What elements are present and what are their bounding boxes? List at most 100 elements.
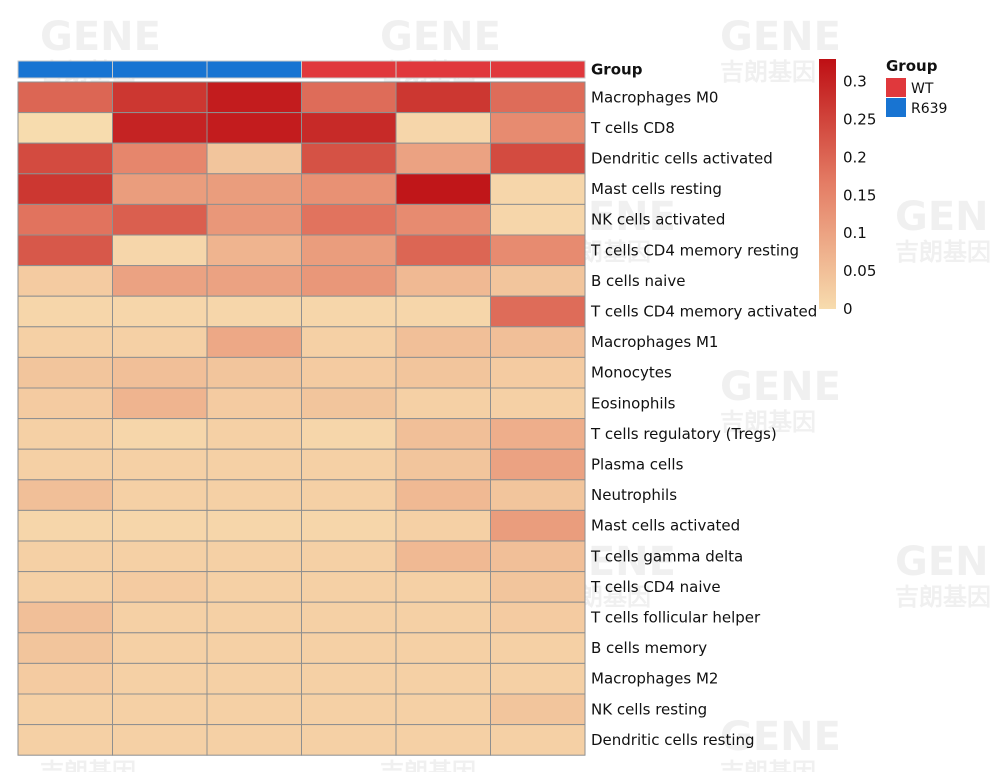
group-annotation-cell bbox=[112, 60, 208, 79]
heatmap-cell bbox=[395, 540, 491, 573]
heatmap-cell bbox=[17, 418, 113, 450]
heatmap-cell bbox=[490, 601, 586, 634]
colorbar-tick-label: 0 bbox=[843, 300, 853, 318]
heatmap-cell bbox=[395, 601, 491, 634]
heatmap-cell bbox=[206, 662, 302, 695]
legend-swatch bbox=[886, 78, 906, 97]
heatmap-cell bbox=[490, 509, 586, 542]
watermark-subtext-11: 吉朗基因 bbox=[895, 583, 990, 611]
heatmap-cell bbox=[17, 479, 113, 511]
heatmap-cell bbox=[301, 632, 397, 664]
heatmap-cell bbox=[301, 326, 397, 358]
heatmap-cell bbox=[206, 448, 302, 481]
heatmap-cell bbox=[301, 173, 397, 205]
heatmap-cell bbox=[206, 234, 302, 267]
heatmap-cell bbox=[395, 693, 491, 726]
heatmap-cell bbox=[112, 142, 208, 175]
heatmap-cell bbox=[17, 540, 113, 573]
heatmap-cell bbox=[395, 724, 491, 756]
heatmap-cell bbox=[17, 632, 113, 664]
heatmap-cell bbox=[17, 356, 113, 389]
group-annotation-label: Group bbox=[591, 61, 643, 79]
heatmap-cell bbox=[490, 693, 586, 726]
heatmap-cell bbox=[490, 81, 586, 114]
heatmap-cell bbox=[206, 571, 302, 603]
watermark-text-1: GENE bbox=[380, 14, 501, 60]
watermark-subtext-5: 吉朗基因 bbox=[895, 238, 990, 266]
heatmap-cell bbox=[17, 509, 113, 542]
heatmap-cell bbox=[112, 295, 208, 328]
watermark-text-8: GENE bbox=[720, 364, 841, 410]
heatmap-cell bbox=[490, 387, 586, 420]
colorbar-tick-label: 0.15 bbox=[843, 186, 876, 204]
watermark-subtext-8: 吉朗基因 bbox=[720, 408, 816, 436]
heatmap-cell bbox=[395, 295, 491, 328]
legend-label: WT bbox=[911, 81, 934, 97]
heatmap-cell bbox=[112, 632, 208, 664]
heatmap-cell bbox=[112, 356, 208, 389]
row-label: Macrophages M1 bbox=[591, 333, 718, 351]
heatmap-cell bbox=[17, 326, 113, 358]
heatmap-cell bbox=[301, 693, 397, 726]
group-annotation-cell bbox=[395, 60, 491, 79]
heatmap-cell bbox=[206, 356, 302, 389]
heatmap-cell bbox=[17, 203, 113, 236]
heatmap-cell bbox=[301, 479, 397, 511]
heatmap-cell bbox=[490, 234, 586, 267]
heatmap-cell bbox=[17, 724, 113, 756]
heatmap-cell bbox=[112, 693, 208, 726]
heatmap-cell bbox=[301, 112, 397, 144]
legend-swatch bbox=[886, 98, 906, 117]
heatmap-cell bbox=[395, 326, 491, 358]
row-label: NK cells resting bbox=[591, 700, 707, 718]
row-label: T cells CD4 memory resting bbox=[590, 241, 799, 259]
heatmap-cell bbox=[395, 234, 491, 267]
heatmap-cell bbox=[112, 265, 208, 297]
colorbar-tick-label: 0.2 bbox=[843, 148, 867, 166]
group-annotation-bar bbox=[17, 60, 586, 79]
heatmap-cell bbox=[112, 662, 208, 695]
heatmap-cell bbox=[206, 632, 302, 664]
heatmap-cell bbox=[301, 234, 397, 267]
watermark-subtext-2: 吉朗基因 bbox=[720, 58, 816, 86]
row-label: Eosinophils bbox=[591, 394, 676, 412]
heatmap-cell bbox=[112, 479, 208, 511]
heatmap-cell bbox=[395, 356, 491, 389]
group-legend: Group WT R639 bbox=[886, 57, 947, 117]
heatmap-cell bbox=[17, 81, 113, 114]
heatmap-cell bbox=[206, 265, 302, 297]
heatmap-cell bbox=[301, 662, 397, 695]
watermark-text-14: GENE bbox=[720, 714, 841, 760]
heatmap-cell bbox=[206, 203, 302, 236]
heatmap-cell bbox=[112, 81, 208, 114]
colorbar-gradient bbox=[819, 59, 836, 309]
colorbar-tick-label: 0.1 bbox=[843, 224, 867, 242]
heatmap-cell bbox=[112, 509, 208, 542]
heatmap-cell bbox=[17, 295, 113, 328]
heatmap-cell bbox=[17, 601, 113, 634]
heatmap-cell bbox=[395, 448, 491, 481]
heatmap-cell bbox=[490, 203, 586, 236]
heatmap-cell bbox=[17, 173, 113, 205]
row-label: T cells gamma delta bbox=[590, 547, 743, 565]
heatmap-cell bbox=[17, 387, 113, 420]
heatmap-cell bbox=[301, 540, 397, 573]
heatmap-cell bbox=[17, 265, 113, 297]
heatmap-cell bbox=[206, 173, 302, 205]
watermark-text-5: GENE bbox=[895, 194, 990, 240]
heatmap-cell bbox=[490, 356, 586, 389]
heatmap-cell bbox=[490, 112, 586, 144]
heatmap-cell bbox=[395, 203, 491, 236]
row-label: Dendritic cells resting bbox=[591, 731, 755, 749]
heatmap-cell bbox=[112, 203, 208, 236]
heatmap-cell bbox=[112, 234, 208, 267]
heatmap-cell bbox=[395, 265, 491, 297]
row-label: T cells CD4 memory activated bbox=[590, 303, 817, 321]
row-label: Macrophages M2 bbox=[591, 670, 718, 688]
heatmap-cell bbox=[395, 632, 491, 664]
heatmap-cell bbox=[17, 571, 113, 603]
heatmap-cell bbox=[17, 234, 113, 267]
watermark-text-0: GENE bbox=[40, 14, 161, 60]
legend-title: Group bbox=[886, 57, 938, 75]
row-label: Macrophages M0 bbox=[591, 88, 718, 106]
